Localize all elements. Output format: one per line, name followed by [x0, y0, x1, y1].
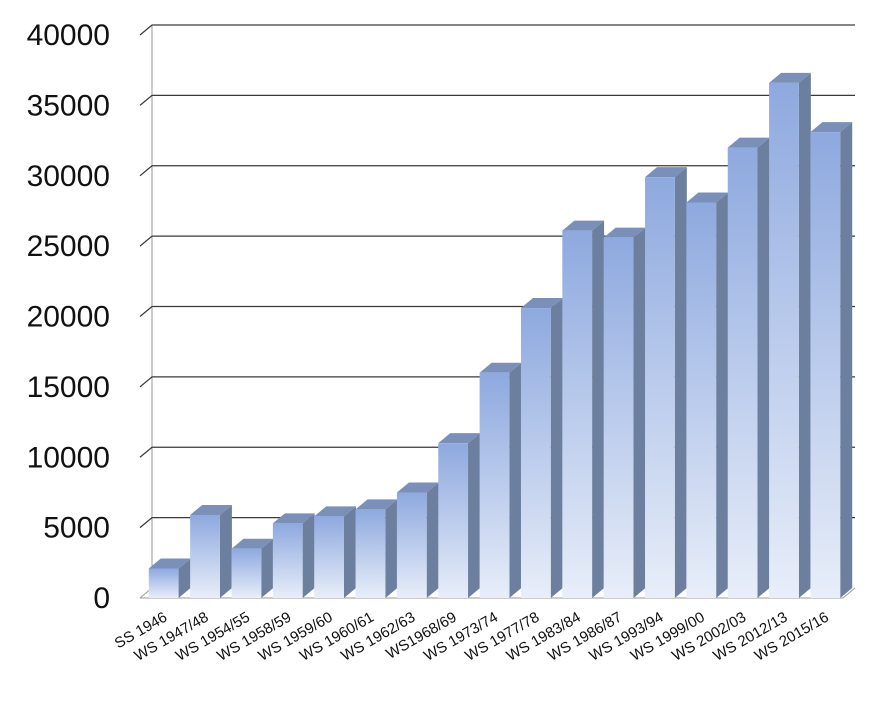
bar [314, 506, 356, 598]
bar [272, 513, 315, 598]
floor-right-edge [842, 587, 856, 599]
y-tick-label: 40000 [27, 19, 110, 52]
bar-side [592, 220, 605, 598]
y-tick-label: 20000 [27, 301, 110, 334]
bar [645, 167, 687, 598]
bar-front [562, 230, 593, 598]
y-tick-label: 15000 [27, 371, 110, 404]
bar-front [355, 509, 386, 598]
bar [769, 72, 811, 599]
bar-top [810, 122, 853, 133]
bar-side [426, 482, 439, 598]
bar-side [798, 72, 811, 599]
bar-top [520, 298, 563, 309]
bar-front [148, 568, 179, 598]
bar-side [716, 192, 729, 598]
bar-side [468, 433, 481, 598]
bar [396, 482, 439, 598]
bar-top [727, 137, 770, 148]
bar-top [645, 167, 687, 178]
bar-front [314, 516, 344, 598]
bar [603, 227, 646, 598]
bar-side [509, 362, 522, 598]
bar-top [562, 220, 605, 231]
bar [479, 362, 522, 598]
bars [148, 72, 853, 599]
y-tick-label: 35000 [27, 89, 110, 122]
bar-front [727, 147, 758, 598]
bar-side [178, 558, 191, 598]
bar-top [396, 482, 439, 493]
bar-front [272, 523, 303, 598]
gridline [139, 24, 855, 36]
bar-side [550, 298, 563, 598]
y-tick-label: 30000 [27, 160, 110, 193]
bar-top [686, 192, 729, 203]
bar [190, 504, 232, 598]
bar-front [810, 132, 841, 598]
bar-front [520, 308, 551, 598]
bar-top [438, 433, 481, 444]
bar-top [190, 504, 232, 515]
bar-front [396, 492, 427, 598]
bar-side [261, 538, 274, 598]
bar-side [343, 506, 356, 598]
y-tick-label: 5000 [43, 512, 110, 545]
bar-top [603, 227, 646, 238]
bar-side [219, 504, 232, 598]
bar-top [769, 72, 811, 83]
bar-side [385, 499, 398, 598]
bar [438, 433, 481, 598]
bar-side [757, 137, 770, 598]
bar-front [479, 372, 510, 598]
bar-top [272, 513, 315, 524]
bar-top [355, 499, 398, 510]
gridline [139, 94, 855, 106]
y-axis-tick-labels: 0 5000 10000 15000 20000 25000 30000 35000 40000 [27, 19, 110, 615]
bar [148, 558, 191, 598]
bar [562, 220, 605, 598]
bar-front [769, 82, 799, 599]
y-tick-label: 10000 [27, 441, 110, 474]
bar [686, 192, 729, 598]
bar-top [148, 558, 191, 569]
bar-top [479, 362, 522, 373]
bar-top [231, 538, 274, 549]
bar-front [603, 237, 634, 598]
bar [231, 538, 274, 598]
bar-front [645, 177, 675, 598]
bar-front [686, 202, 717, 598]
bar [727, 137, 770, 598]
bar-side [302, 513, 315, 598]
bar [520, 298, 563, 598]
bar [810, 122, 853, 599]
bar-front [190, 514, 220, 598]
gridlines [139, 24, 855, 529]
bar [355, 499, 398, 598]
gridline [139, 165, 855, 177]
bar-side [674, 167, 687, 598]
bar-front [231, 548, 262, 598]
y-tick-label: 0 [93, 582, 110, 615]
bar-side [840, 122, 853, 599]
bar-side [633, 227, 646, 598]
bar-front [438, 443, 469, 598]
y-tick-label: 25000 [27, 230, 110, 263]
bar-top [314, 506, 356, 517]
